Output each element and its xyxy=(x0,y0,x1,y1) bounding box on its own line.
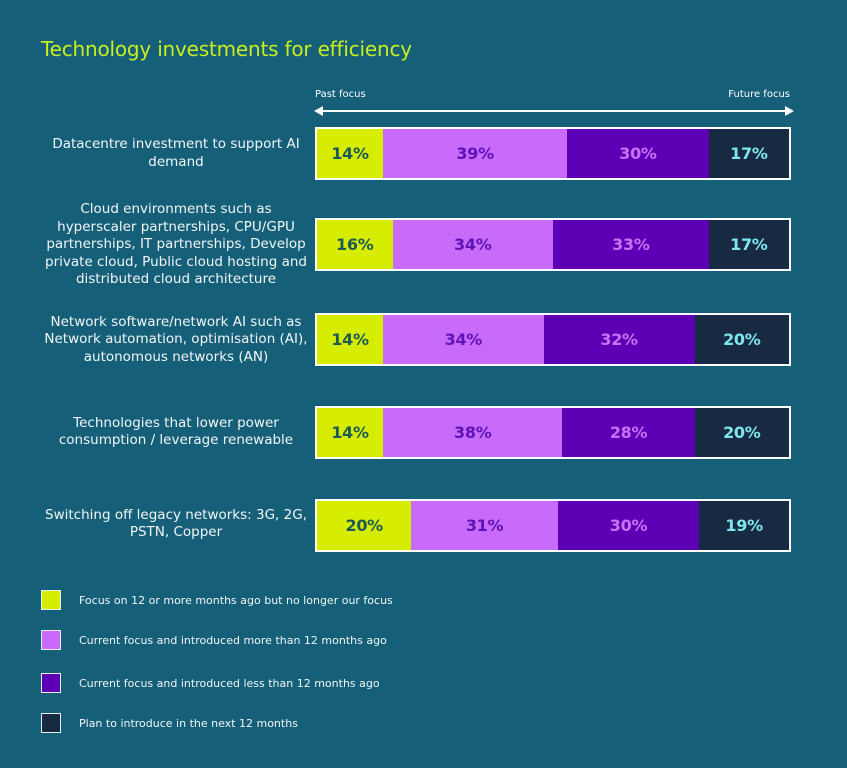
bar-segment: 39% xyxy=(383,129,568,178)
data-label: 14% xyxy=(331,330,369,349)
bar-segment: 20% xyxy=(317,501,412,550)
data-label: 34% xyxy=(454,235,492,254)
bar-segment: 14% xyxy=(317,315,384,364)
bar-segment: 14% xyxy=(317,408,384,457)
legend-label: Current focus and introduced less than 1… xyxy=(79,676,380,690)
legend-label: Plan to introduce in the next 12 months xyxy=(79,716,298,730)
bar-segment: 14% xyxy=(317,129,384,178)
legend-label: Current focus and introduced more than 1… xyxy=(79,633,387,647)
data-label: 38% xyxy=(454,423,492,442)
bar-segment: 17% xyxy=(708,129,789,178)
row-label: Technologies that lower power consumptio… xyxy=(58,414,294,449)
row-label: Switching off legacy networks: 3G, 2G, P… xyxy=(45,506,307,541)
bar-segment: 34% xyxy=(392,220,553,269)
bar-segment: 17% xyxy=(708,220,789,269)
data-label: 20% xyxy=(723,423,761,442)
data-label: 16% xyxy=(336,235,374,254)
legend-label: Focus on 12 or more months ago but no lo… xyxy=(79,593,393,607)
legend-item: Focus on 12 or more months ago but no lo… xyxy=(41,590,393,610)
legend-swatch xyxy=(41,630,61,650)
stacked-bar: 16% 34% 33% 17% xyxy=(315,218,791,271)
data-label: 20% xyxy=(723,330,761,349)
data-label: 14% xyxy=(331,144,369,163)
bar-segment: 31% xyxy=(411,501,558,550)
data-label: 19% xyxy=(725,516,763,535)
axis-label-past: Past focus xyxy=(315,89,366,100)
stacked-bar: 14% 38% 28% 20% xyxy=(315,406,791,459)
bar-segment: 34% xyxy=(383,315,544,364)
legend-swatch xyxy=(41,590,61,610)
data-label: 14% xyxy=(331,423,369,442)
data-label: 17% xyxy=(730,235,768,254)
axis-label-future: Future focus xyxy=(728,89,790,100)
legend-item: Current focus and introduced more than 1… xyxy=(41,630,387,650)
data-label: 33% xyxy=(612,235,650,254)
bar-segment: 38% xyxy=(383,408,563,457)
row-label: Network software/network AI such as Netw… xyxy=(44,313,308,365)
bar-segment: 20% xyxy=(694,315,789,364)
row-label: Cloud environments such as hyperscaler p… xyxy=(45,201,307,288)
data-label: 32% xyxy=(600,330,638,349)
legend-item: Plan to introduce in the next 12 months xyxy=(41,713,298,733)
data-label: 30% xyxy=(609,516,648,535)
stacked-bar: 20% 31% 30% 19% xyxy=(315,499,791,552)
data-label: 20% xyxy=(345,516,383,535)
legend-swatch xyxy=(41,713,61,733)
row-label: Datacentre investment to support AI dema… xyxy=(52,136,300,170)
data-label: 28% xyxy=(609,423,648,442)
legend-item: Current focus and introduced less than 1… xyxy=(41,673,380,693)
bar-segment: 20% xyxy=(694,408,789,457)
legend-swatch xyxy=(41,673,61,693)
bar-segment: 30% xyxy=(567,129,709,178)
bar-segment: 32% xyxy=(543,315,695,364)
stacked-bar: 14% 34% 32% 20% xyxy=(315,313,791,366)
data-label: 17% xyxy=(730,144,768,163)
data-label: 31% xyxy=(465,516,504,535)
bar-segment: 30% xyxy=(557,501,700,550)
bar-segment: 33% xyxy=(552,220,709,269)
data-label: 30% xyxy=(619,144,657,163)
data-label: 34% xyxy=(444,330,483,349)
double-arrow-icon xyxy=(314,106,794,116)
bar-segment: 19% xyxy=(699,501,789,550)
bar-segment: 16% xyxy=(317,220,393,269)
data-label: 39% xyxy=(456,144,494,163)
bar-segment: 28% xyxy=(562,408,695,457)
stacked-bar: 14% 39% 30% 17% xyxy=(315,127,791,180)
chart-title: Technology investments for efficiency xyxy=(41,37,412,61)
